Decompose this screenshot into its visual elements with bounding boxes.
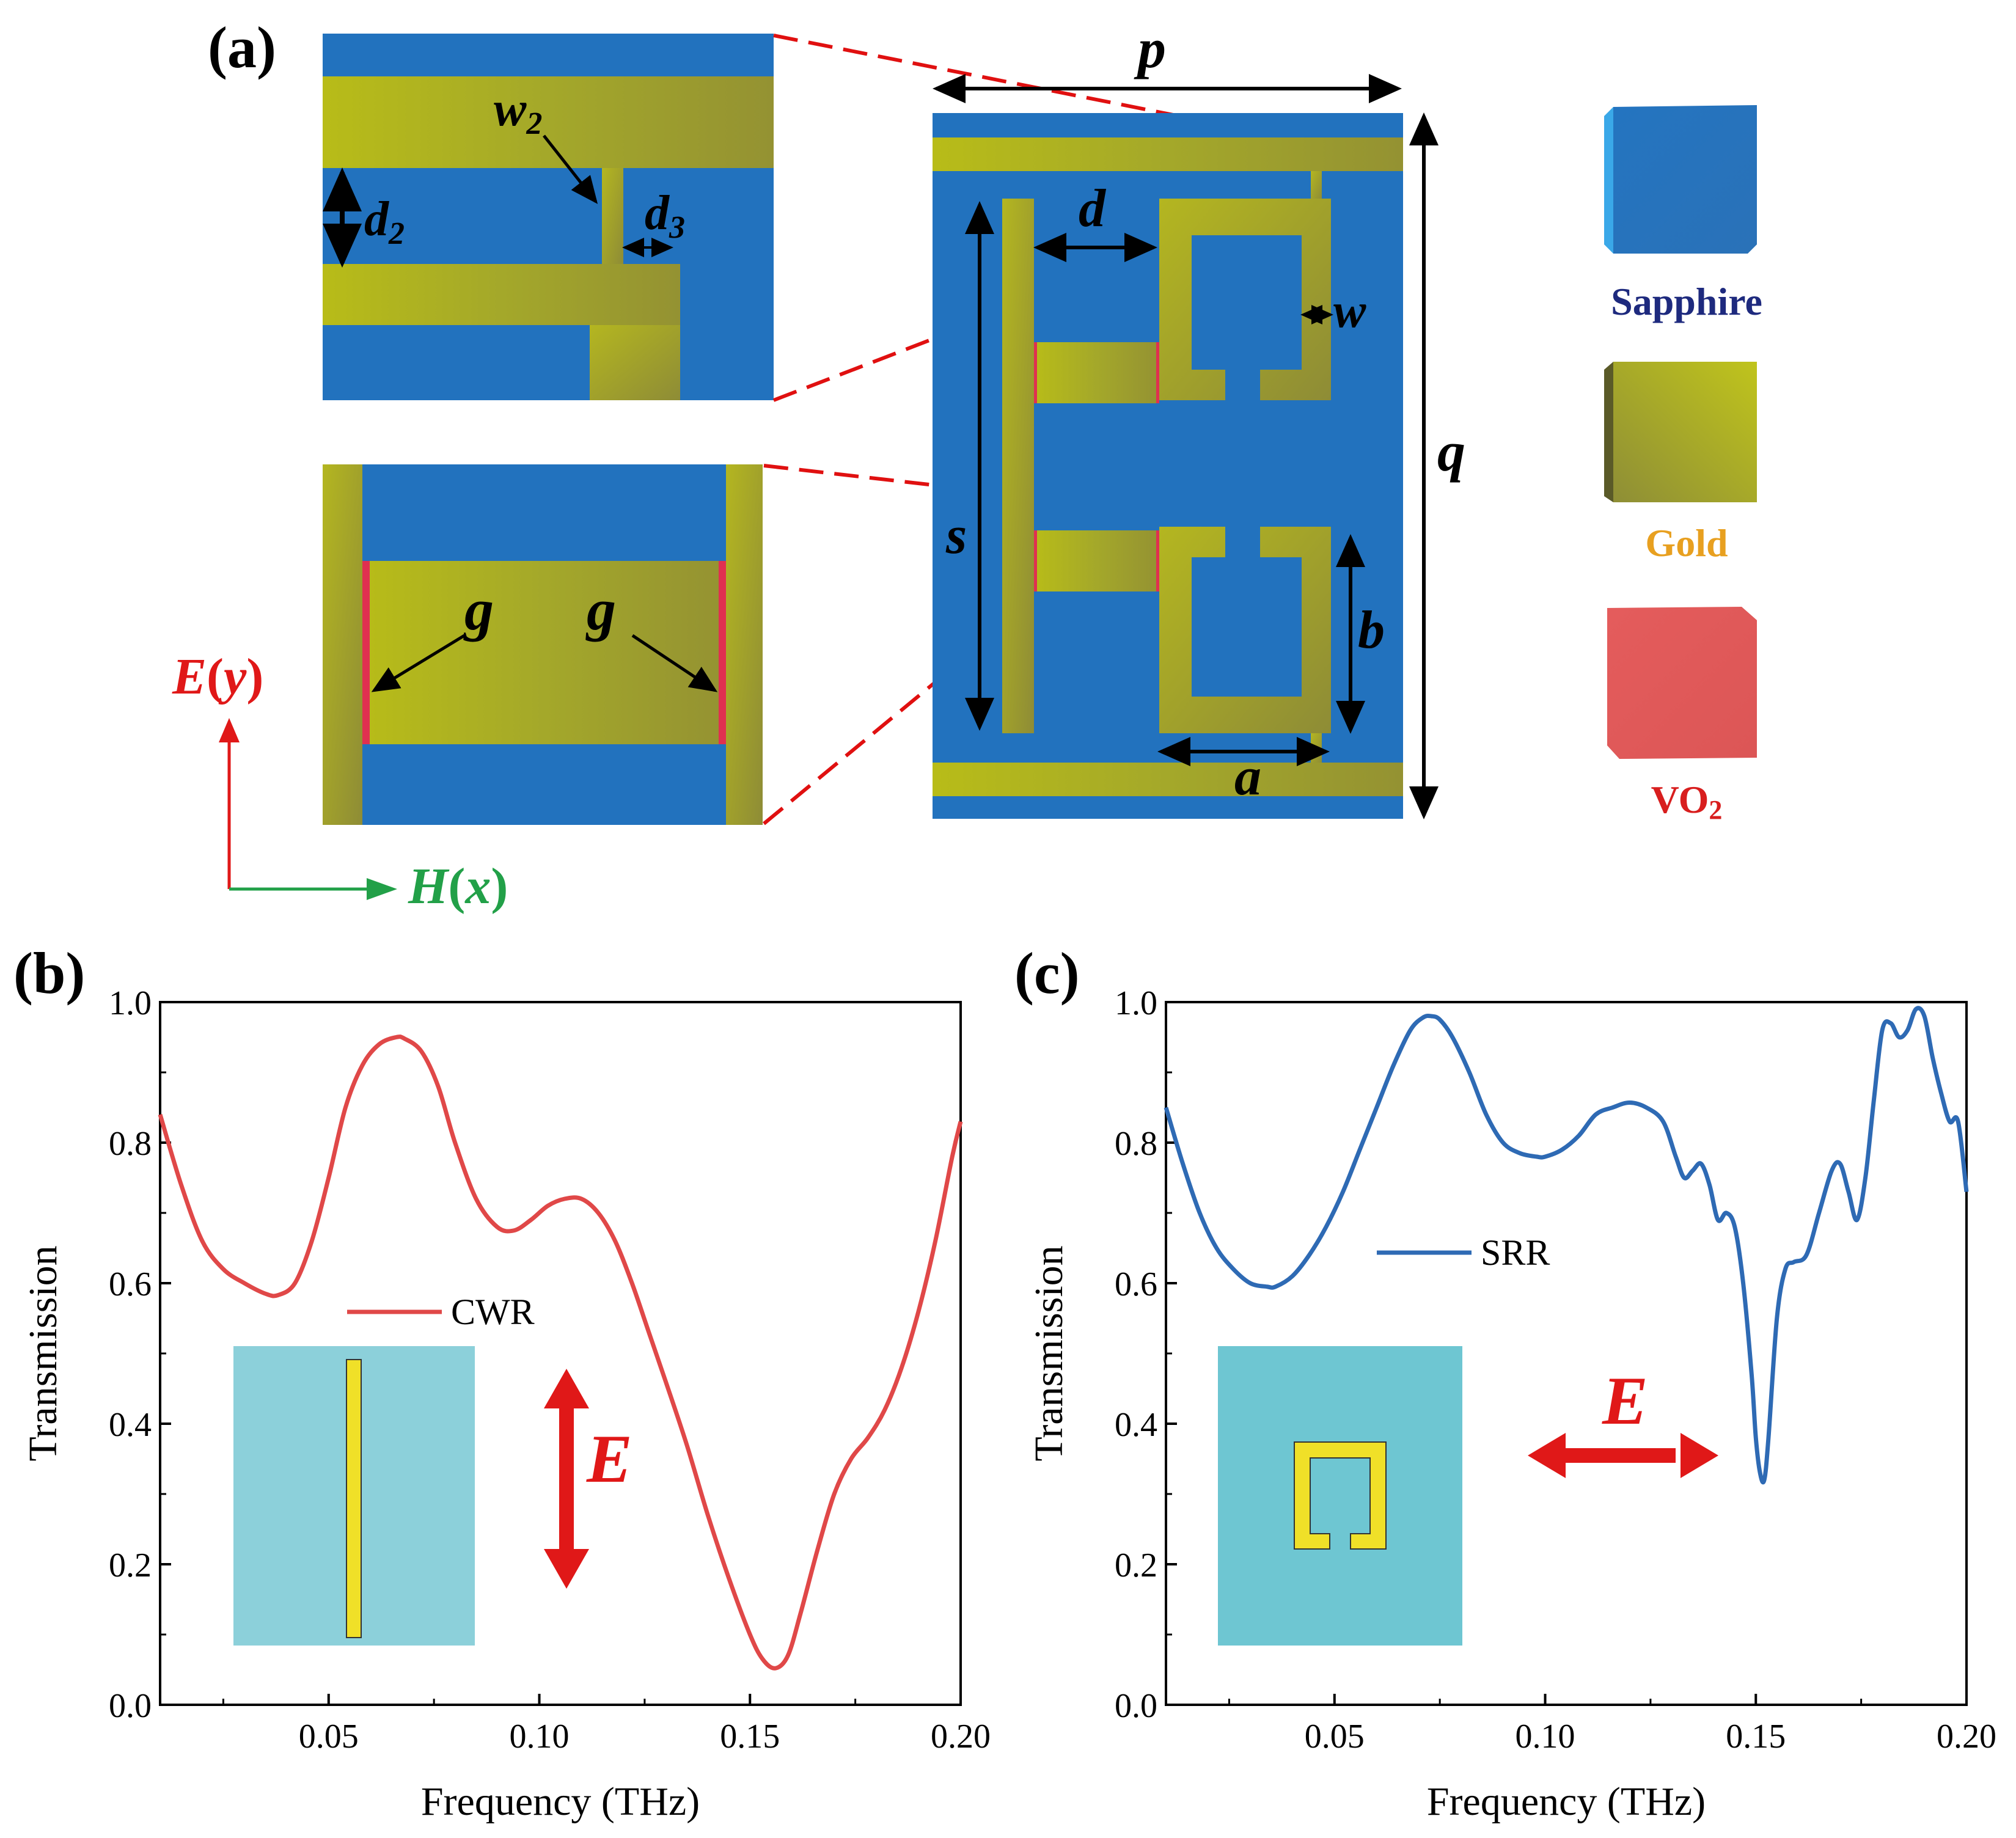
panel-b-label: (b) (13, 940, 85, 1006)
panel-a: (a) d2 w2 d3 g (172, 15, 1762, 915)
e-field-label-c: E (1602, 1363, 1648, 1439)
chart-b: 0.05 0.10 0.15 0.20 0.0 0.2 0.4 0.6 0.8 1.0 Freque… (21, 984, 991, 1824)
series-line-srr (1164, 1006, 1969, 1485)
chart-c: 0.05 0.10 0.15 0.20 0.0 0.2 0.4 0.6 0.8 1.0 Freque… (1027, 984, 1996, 1824)
x-tick-label: 0.10 (510, 1718, 570, 1756)
legend-gold-label: Gold (1645, 521, 1728, 565)
legend-sapphire-label: Sapphire (1611, 280, 1762, 323)
x-tick-label: 0.20 (1937, 1718, 1996, 1756)
x-tick-label: 0.15 (1726, 1718, 1786, 1756)
x-tick-label: 0.15 (720, 1718, 780, 1756)
panel-b: (b) 0.05 0.10 0.15 0.20 0.0 0.2 0.4 0.6 0.8 1.0 Fr… (13, 940, 991, 1824)
dim-w2: w2 (494, 82, 542, 141)
dim-d: d (1079, 179, 1107, 238)
zoom-inset-bottom: g g (323, 464, 763, 825)
dim-g-left: g (463, 577, 494, 642)
x-tick-label: 0.20 (931, 1718, 991, 1756)
y-tick-label: 0.6 (1115, 1265, 1157, 1303)
dim-g-right: g (585, 577, 616, 642)
cwr-inset (233, 1346, 475, 1646)
e-field-label: E(y) (172, 648, 263, 705)
x-tick-label: 0.05 (1305, 1718, 1365, 1756)
unit-cell (933, 113, 1403, 819)
legend-label: SRR (1481, 1232, 1550, 1273)
dim-b: b (1358, 601, 1385, 660)
y-tick-label: 1.0 (1115, 984, 1157, 1022)
y-axis-label: Transmission (1027, 1245, 1071, 1461)
legend-sapphire: Sapphire (1604, 105, 1762, 323)
x-axis-label: Frequency (THz) (1427, 1779, 1706, 1824)
y-tick-label: 0.8 (109, 1125, 152, 1163)
field-axes: E(y) H(x) (172, 648, 508, 915)
legend-label: CWR (451, 1292, 535, 1332)
x-axis-label: Frequency (THz) (421, 1779, 700, 1824)
panel-a-label: (a) (208, 15, 276, 80)
panel-c: (c) 0.05 0.10 0.15 0.20 0.0 0.2 0.4 0.6 0.8 1.0 Fr… (1014, 940, 1996, 1824)
legend-vo2: VO2 (1607, 607, 1757, 825)
srr-inset (1218, 1346, 1462, 1646)
dim-s: s (945, 506, 967, 565)
dim-d2: d2 (364, 192, 405, 251)
zoom-inset-top: d2 w2 d3 (323, 34, 774, 400)
y-axis-label: Transmission (21, 1245, 65, 1461)
y-tick-label: 0.2 (109, 1547, 152, 1584)
series-line-cwr (158, 1034, 963, 1671)
e-field-label-b: E (586, 1421, 632, 1497)
legend-gold: Gold (1604, 362, 1757, 565)
unit-cell-dimensions: p q s d w b a (933, 17, 1465, 819)
e-field-arrow-b: E (544, 1369, 632, 1589)
y-tick-label: 1.0 (109, 984, 152, 1022)
dim-d3: d3 (645, 186, 685, 245)
h-field-label: H(x) (408, 858, 508, 915)
dim-a: a (1234, 747, 1261, 807)
dim-p: p (1134, 17, 1166, 79)
dim-w: w (1333, 284, 1366, 338)
y-tick-label: 0.2 (1115, 1547, 1157, 1584)
y-tick-label: 0.4 (1115, 1406, 1157, 1444)
y-tick-label: 0.8 (1115, 1125, 1157, 1163)
x-tick-label: 0.05 (299, 1718, 359, 1756)
y-tick-label: 0.4 (109, 1406, 152, 1444)
e-field-arrow-c: E (1528, 1363, 1718, 1478)
material-legend: Sapphire Gold VO2 (1604, 105, 1762, 825)
x-tick-label: 0.10 (1516, 1718, 1575, 1756)
y-tick-label: 0.0 (1115, 1687, 1157, 1725)
legend-vo2-label: VO2 (1651, 778, 1723, 825)
y-tick-label: 0.6 (109, 1265, 152, 1303)
y-tick-label: 0.0 (109, 1687, 152, 1725)
dim-q: q (1437, 420, 1465, 483)
panel-c-label: (c) (1014, 940, 1080, 1006)
